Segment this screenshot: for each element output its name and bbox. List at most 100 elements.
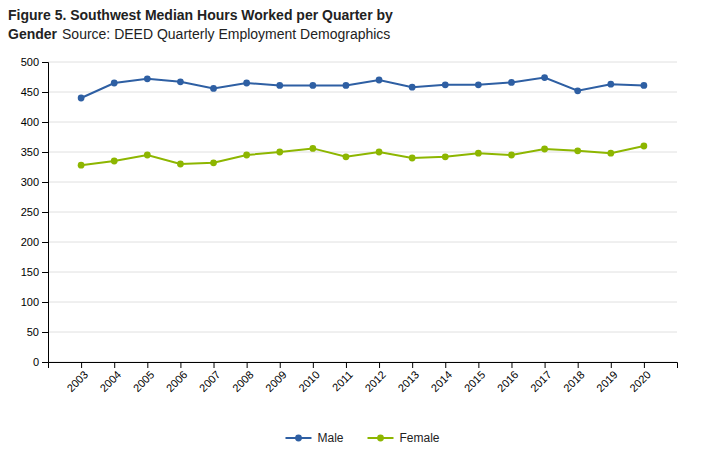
y-tick-label: 450 [21,86,39,98]
x-tick-mark [578,362,579,368]
legend-label: Female [400,431,440,445]
x-tick-mark [114,362,115,368]
series-point [376,149,383,156]
series-point [177,161,184,168]
x-tick-mark [611,362,612,368]
y-tick-label: 150 [21,266,39,278]
x-tick-label: 2008 [230,368,256,394]
y-tick-label: 0 [33,356,39,368]
series-point [574,147,581,154]
x-tick: 2011 [330,362,355,394]
x-axis-line [49,363,678,369]
x-tick-label: 2012 [362,368,388,394]
x-tick-mark [412,362,413,368]
series-point [144,75,151,82]
series-point [276,149,283,156]
title: Figure 5. Southwest Median Hours Worked … [8,7,393,42]
y-tick-label: 500 [21,56,39,68]
x-tick: 2013 [395,362,421,394]
y-tick: 250 [21,206,48,218]
y-tick-mark [42,272,48,273]
y-tick: 200 [21,236,48,248]
series-line [81,78,644,98]
y-tick: 50 [27,326,48,338]
grid-line [48,182,677,183]
grid-line [48,272,677,273]
x-tick-mark [545,362,546,368]
series-point [276,82,283,89]
x-tick-label: 2015 [462,368,488,394]
series-point [508,152,515,159]
series-point [442,81,449,88]
y-tick-mark [42,332,48,333]
grid-line [48,122,677,123]
x-tick: 2005 [131,362,157,394]
subtitle: Source: DEED Quarterly Employment Demogr… [62,26,390,42]
grid [48,62,677,362]
grid-line [48,332,677,333]
series-point [641,82,648,89]
y-tick: 100 [21,296,48,308]
y-tick-mark [42,212,48,213]
x-tick-label: 2014 [429,368,455,394]
x-tick-label: 2005 [131,368,157,394]
x-tick-mark [247,362,248,368]
x-tick: 2008 [230,362,256,394]
y-tick-mark [42,242,48,243]
series-point [210,159,217,166]
x-tick: 2006 [164,362,190,394]
x-tick-mark [214,362,215,368]
series-point [475,150,482,157]
y-tick-mark [42,362,48,363]
legend-label: Male [317,431,343,445]
series-point [641,143,648,150]
x-tick-mark [147,362,148,368]
x-tick-mark [478,362,479,368]
y-tick-mark [42,122,48,123]
y-tick: 300 [21,176,48,188]
series-point [541,74,548,81]
y-tick-label: 250 [21,206,39,218]
series-line [81,146,644,165]
grid-line [48,62,677,63]
y-tick: 150 [21,266,48,278]
y-tick: 400 [21,116,48,128]
grid-line [48,92,677,93]
x-tick: 2003 [64,362,90,394]
series-point [210,85,217,92]
x-tick: 2009 [263,362,289,394]
x-tick-label: 2013 [395,368,421,394]
x-tick-label: 2004 [97,368,123,394]
x-tick-mark [511,362,512,368]
series-point [177,78,184,85]
grid-line [48,302,677,303]
grid-line [48,212,677,213]
x-tick: 2017 [528,362,554,394]
series-point [409,155,416,162]
series-point [111,80,118,87]
series-point [343,82,350,89]
series-point [508,79,515,86]
x-tick-label: 2009 [263,368,289,394]
legend-item: Female [368,431,440,445]
x-tick-label: 2020 [627,368,653,394]
x-tick: 2012 [362,362,388,394]
x-tick-label: 2019 [594,368,620,394]
title-line: Figure 5. Southwest Median Hours Worked … [8,7,393,23]
series-point [111,158,118,165]
x-tick-label: 2011 [330,368,355,393]
x-tick-label: 2017 [528,368,554,394]
series [78,74,648,101]
series-point [309,145,316,152]
x-tick: 2020 [627,362,653,394]
x-tick: 2018 [561,362,587,394]
x-tick-mark [445,362,446,368]
series-point [409,84,416,91]
y-tick-label: 100 [21,296,39,308]
chart: Figure 5. Southwest Median Hours Worked … [0,0,701,454]
series [78,143,648,169]
x-tick-label: 2007 [197,368,223,394]
title-line: Gender [8,26,58,42]
x-tick-label: 2010 [296,368,322,394]
y-tick-mark [42,152,48,153]
